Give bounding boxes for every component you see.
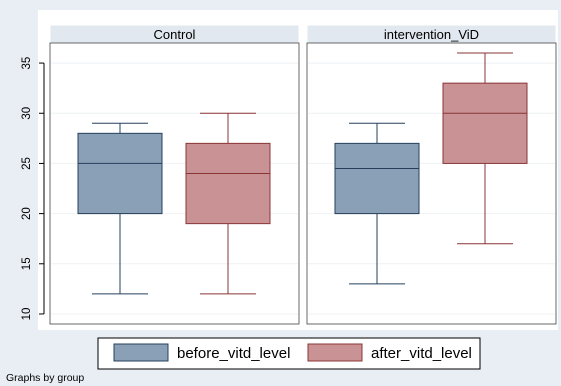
box-iqr (442, 82, 528, 164)
legend: before_vitd_level after_vitd_level (97, 337, 481, 370)
panel-title: Control (154, 27, 196, 42)
legend-swatch-after (307, 343, 363, 362)
y-tick-label: 35 (21, 57, 33, 70)
legend-label-after: after_vitd_level (371, 345, 472, 362)
legend-label-before: before_vitd_level (177, 345, 290, 362)
box-iqr (334, 142, 420, 215)
box-after_vitd_level (185, 112, 271, 295)
box-iqr (77, 132, 163, 215)
y-tick-label: 25 (21, 157, 33, 170)
y-tick-label: 20 (21, 207, 33, 220)
box-after_vitd_level (442, 52, 528, 245)
y-tick-label: 15 (21, 257, 33, 270)
y-tick-label: 30 (21, 107, 33, 120)
panel-2: intervention_ViD (306, 24, 557, 325)
box-before_vitd_level (77, 122, 163, 295)
graphs-note: Graphs by group (6, 372, 84, 384)
panel-1: Control (49, 24, 300, 325)
legend-swatch-before (113, 343, 169, 362)
panel-title: intervention_ViD (384, 27, 479, 42)
y-tick-label: 10 (21, 308, 33, 321)
box-before_vitd_level (334, 122, 420, 285)
box-iqr (185, 142, 271, 225)
panels-layer: Control intervention_ViD 10 15 20 25 30 35 (21, 10, 558, 330)
